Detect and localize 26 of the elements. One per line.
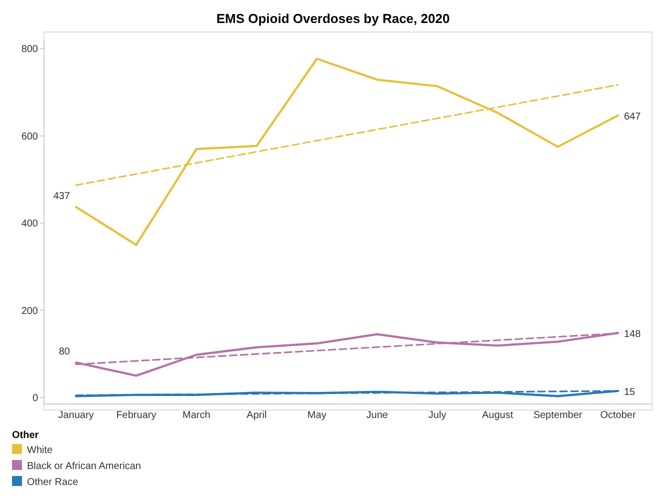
x-tick-label: May [307, 410, 326, 421]
x-tick-label: January [58, 410, 94, 421]
legend-title: Other [12, 430, 39, 441]
y-tick-label: 200 [21, 306, 38, 317]
data-label: 437 [53, 190, 70, 202]
x-tick-label: March [182, 410, 210, 421]
x-tick-label: April [246, 410, 267, 421]
x-tick-label: August [482, 410, 514, 421]
y-tick-label: 800 [21, 44, 38, 56]
chart-title: EMS Opioid Overdoses by Race, 2020 [216, 11, 450, 26]
x-tick-label: February [116, 410, 156, 421]
legend-label: Black or African American [27, 461, 141, 472]
data-label: 148 [624, 328, 642, 340]
y-tick-label: 0 [32, 392, 38, 404]
x-tick-label: July [428, 410, 446, 421]
legend-label: Other Race [27, 477, 79, 488]
x-tick-label: September [533, 410, 583, 421]
y-tick-label: 400 [21, 218, 38, 230]
data-label: 80 [58, 346, 70, 358]
legend-label: White [27, 445, 53, 456]
y-tick-label: 600 [21, 131, 38, 142]
x-tick-label: June [366, 410, 388, 421]
data-label: 15 [624, 386, 636, 398]
x-tick-label: October [600, 410, 636, 421]
data-label: 647 [624, 111, 642, 122]
line-series [74, 58, 620, 246]
